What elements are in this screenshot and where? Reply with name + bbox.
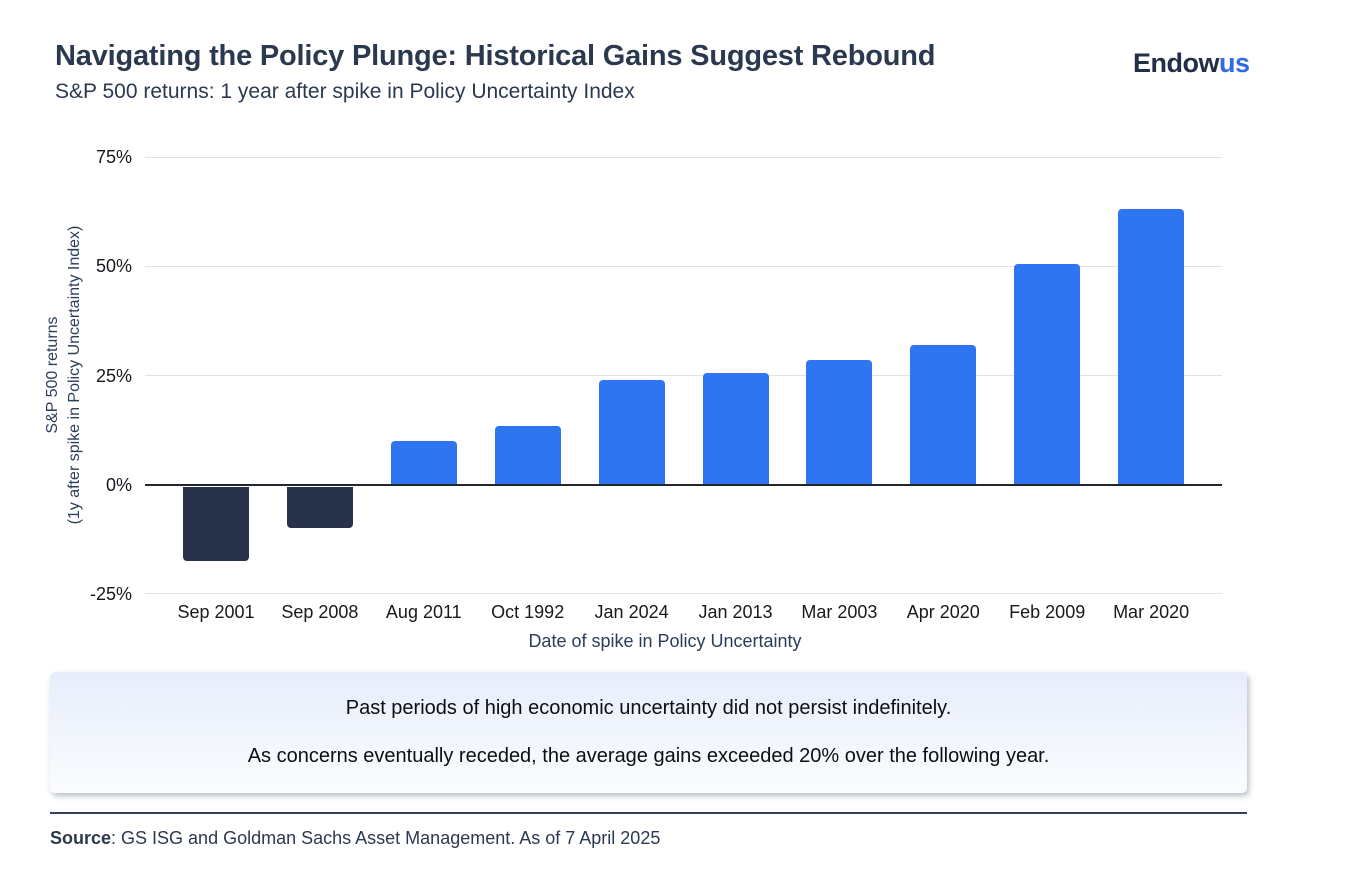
y-tick-label-0: 0% xyxy=(105,475,132,495)
bar-jan-2024 xyxy=(598,379,665,485)
footer-divider xyxy=(50,812,1247,814)
gridline-25 xyxy=(145,375,1222,376)
y-tick-label-50: 50% xyxy=(95,256,132,276)
logo-part-navy: Endow xyxy=(1133,48,1220,78)
y-tick-label-neg25: -25% xyxy=(89,584,132,604)
bar-jan-2013 xyxy=(702,373,769,485)
x-tick-label-mar-2020: Mar 2020 xyxy=(1113,602,1190,622)
x-tick-label-jan-2024: Jan 2024 xyxy=(594,602,669,622)
page-title: Navigating the Policy Plunge: Historical… xyxy=(55,40,936,72)
x-tick-label-oct-1992: Oct 1992 xyxy=(491,602,565,622)
callout-line-2: As concerns eventually receded, the aver… xyxy=(247,745,1050,767)
x-tick-labels: Sep 2001 Sep 2008 Aug 2011 Oct 1992 Jan 2024… xyxy=(145,602,1222,628)
x-tick-label-sep-2001: Sep 2001 xyxy=(177,602,255,622)
bar-mar-2003 xyxy=(806,360,873,485)
bar-oct-1992 xyxy=(494,425,561,485)
gridline-neg25 xyxy=(145,593,1222,594)
x-tick-label-sep-2008: Sep 2008 xyxy=(281,602,359,622)
bar-feb-2009 xyxy=(1014,264,1081,485)
y-axis-title-line1: S&P 500 returns xyxy=(44,316,61,434)
page-subtitle: S&P 500 returns: 1 year after spike in P… xyxy=(55,80,635,103)
source-label: Source xyxy=(50,828,112,848)
source-line: Source: GS ISG and Goldman Sachs Asset M… xyxy=(50,828,660,849)
x-tick-label-jan-2013: Jan 2013 xyxy=(698,602,773,622)
zero-axis-line xyxy=(145,484,1222,486)
gridline-50 xyxy=(145,266,1222,267)
x-tick-label-aug-2011: Aug 2011 xyxy=(385,602,462,622)
bar-apr-2020 xyxy=(910,344,977,485)
x-tick-label-apr-2020: Apr 2020 xyxy=(906,602,980,622)
y-tick-label-75: 75% xyxy=(95,147,132,167)
plot-area xyxy=(145,157,1222,594)
bar-sep-2008 xyxy=(286,486,353,529)
bar-sep-2001 xyxy=(183,486,249,562)
callout-line-1: Past periods of high economic uncertaint… xyxy=(345,697,952,719)
source-text: : GS ISG and Goldman Sachs Asset Managem… xyxy=(111,828,661,848)
x-tick-label-mar-2003: Mar 2003 xyxy=(801,602,878,622)
callout-box: Past periods of high economic uncertaint… xyxy=(50,672,1247,793)
y-tick-label-25: 25% xyxy=(95,366,132,386)
endowus-logo: Endowus xyxy=(1133,48,1250,79)
gridline-75 xyxy=(145,157,1222,158)
bar-aug-2011 xyxy=(390,441,457,485)
bar-mar-2020 xyxy=(1118,209,1185,485)
x-tick-label-feb-2009: Feb 2009 xyxy=(1009,602,1086,622)
logo-part-blue: us xyxy=(1219,48,1250,78)
x-axis-title: Date of spike in Policy Uncertainty xyxy=(528,631,802,651)
